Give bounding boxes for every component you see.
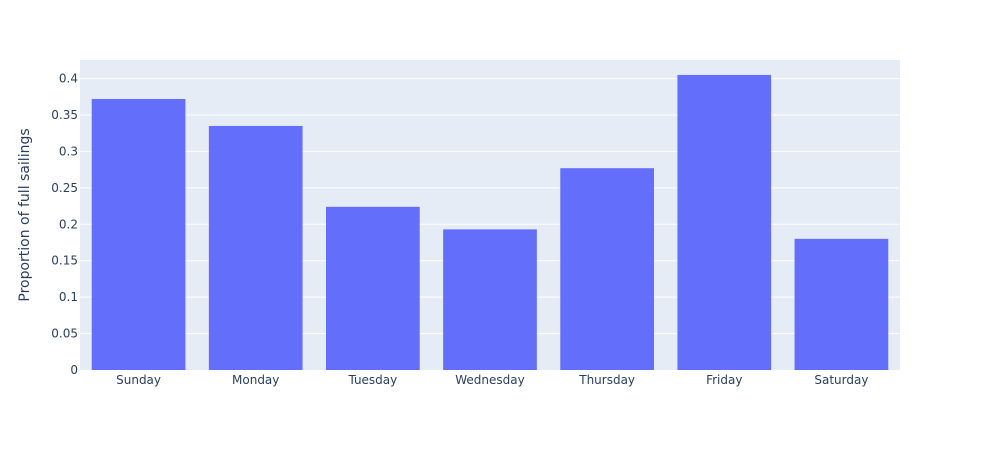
x-axis-ticks: Sunday Monday Tuesday Wednesday Thursday Frid… [116, 373, 868, 387]
y-axis-title: Proportion of full sailings [17, 128, 33, 301]
y-tick-label: 0.15 [51, 254, 78, 268]
y-axis-ticks: 0 0.05 0.1 0.15 0.2 0.25 0.3 0.35 0.4 [51, 72, 78, 377]
y-tick-label: 0 [70, 363, 78, 377]
y-tick-label: 0.05 [51, 327, 78, 341]
y-tick-label: 0.1 [59, 290, 78, 304]
y-tick-label: 0.3 [59, 144, 78, 158]
bar-sunday[interactable] [91, 98, 186, 371]
y-tick-label: 0.25 [51, 181, 78, 195]
x-tick-label: Thursday [578, 373, 635, 387]
y-tick-label: 0.35 [51, 108, 78, 122]
x-tick-label: Sunday [116, 373, 161, 387]
bar-thursday[interactable] [560, 168, 654, 370]
bars [91, 74, 889, 371]
x-tick-label: Wednesday [455, 373, 524, 387]
bar-saturday[interactable] [794, 238, 889, 370]
x-tick-label: Saturday [814, 373, 868, 387]
x-tick-label: Tuesday [347, 373, 397, 387]
bar-friday[interactable] [677, 74, 772, 371]
y-tick-label: 0.2 [59, 217, 78, 231]
bar-tuesday[interactable] [326, 206, 420, 370]
bar-monday[interactable] [208, 125, 303, 370]
bar-wednesday[interactable] [443, 229, 537, 370]
x-tick-label: Friday [706, 373, 742, 387]
x-tick-label: Monday [232, 373, 279, 387]
y-tick-label: 0.4 [59, 72, 78, 86]
